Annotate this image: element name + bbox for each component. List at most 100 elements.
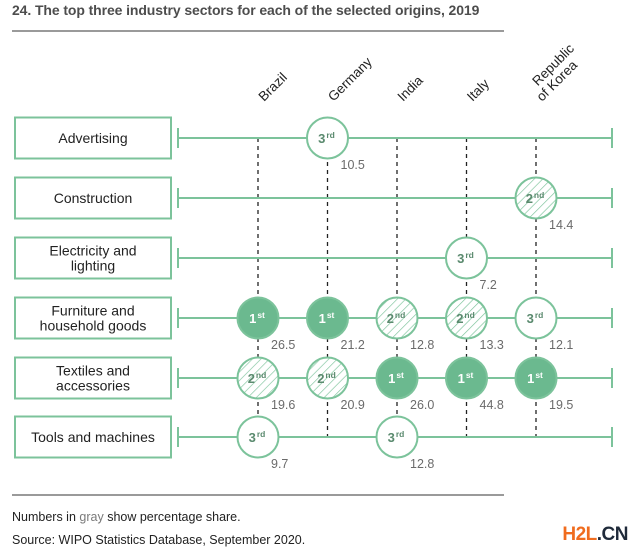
rank-label: 2nd	[248, 370, 267, 386]
rank-marker-advertising-germany: 3rd 10.5	[306, 116, 365, 172]
rank-circle-filled	[236, 296, 280, 340]
rank-label: 1st	[458, 370, 474, 386]
column-label-india: India	[395, 72, 427, 104]
rank-label: 1st	[249, 310, 265, 326]
chart-title: 24. The top three industry sectors for e…	[12, 2, 480, 18]
rank-circle-filled	[306, 296, 349, 340]
rank-circle-filled	[514, 356, 558, 400]
column-label-brazil: Brazil	[256, 70, 290, 104]
rank-marker-textiles-and-accessories-india: 1st 26.0	[375, 356, 434, 412]
rank-circle-outline	[445, 236, 488, 280]
row-label-text: household goods	[40, 318, 147, 334]
footnote: Numbers in gray show percentage share.	[12, 510, 241, 524]
rank-circle-outline	[306, 116, 349, 160]
rank-label: 3rd	[249, 429, 266, 445]
source-note: Source: WIPO Statistics Database, Septem…	[12, 533, 306, 547]
share-value-label: 19.5	[549, 398, 573, 412]
rank-label: 2nd	[317, 370, 336, 386]
footnote-highlight: gray	[79, 510, 104, 524]
row-label-box	[14, 415, 172, 459]
rank-marker-furniture-and-household-goods-germany: 1st 21.2	[306, 296, 365, 352]
rank-markers: 3rd 10.5 2nd 14.4 3rd 7.2 1st 26.5 1st 21.2 2nd 12.…	[236, 116, 573, 471]
row-label-text: Furniture and	[51, 303, 134, 319]
share-value-label: 21.2	[341, 338, 365, 352]
row-construction: Construction	[14, 176, 613, 220]
row-label-text: Textiles and	[56, 363, 130, 379]
watermark-part-b: .CN	[596, 524, 629, 545]
rank-label: 2nd	[387, 310, 406, 326]
top-divider	[12, 30, 504, 32]
rank-label: 1st	[527, 370, 543, 386]
watermark-part-a: H2L	[562, 524, 597, 545]
rank-marker-textiles-and-accessories-brazil: 2nd 19.6	[236, 356, 295, 412]
rank-marker-furniture-and-household-goods-brazil: 1st 26.5	[236, 296, 295, 352]
row-label-text: lighting	[71, 258, 115, 274]
rank-label: 3rd	[457, 250, 474, 266]
rank-marker-textiles-and-accessories-germany: 2nd 20.9	[306, 356, 365, 412]
share-value-label: 12.8	[410, 338, 434, 352]
rank-marker-electricity-and-lighting-italy: 3rd 7.2	[445, 236, 497, 292]
rank-marker-furniture-and-household-goods-italy: 2nd 13.3	[445, 296, 504, 352]
share-value-label: 20.9	[341, 398, 365, 412]
row-label-text: Tools and machines	[31, 429, 155, 445]
share-value-label: 12.1	[549, 338, 573, 352]
row-label-text: Electricity and	[49, 243, 136, 259]
rank-label: 2nd	[526, 190, 545, 206]
rank-circle-filled	[445, 356, 488, 400]
rank-label: 3rd	[388, 429, 405, 445]
rank-marker-tools-and-machines-brazil: 3rd 9.7	[236, 415, 288, 471]
row-label-box	[14, 296, 172, 340]
rank-marker-textiles-and-accessories-italy: 1st 44.8	[445, 356, 504, 412]
share-value-label: 7.2	[480, 278, 497, 292]
row-group: Advertising Construction Electricity andli…	[14, 116, 613, 459]
chart-canvas: Advertising Construction Electricity andli…	[14, 41, 613, 471]
column-label-text: India	[395, 72, 427, 104]
footnote-suffix: show percentage share.	[103, 510, 241, 524]
footnote-prefix: Numbers in	[12, 510, 80, 524]
rank-circle-hatched	[236, 356, 280, 400]
rank-circle-hatched	[514, 176, 558, 220]
rank-label: 2nd	[456, 310, 475, 326]
row-label-box	[14, 176, 172, 220]
share-value-label: 26.5	[271, 338, 295, 352]
rank-label: 1st	[388, 370, 404, 386]
share-value-label: 14.4	[549, 218, 573, 232]
row-label-text: Construction	[54, 190, 133, 206]
row-label-box	[14, 236, 172, 280]
rank-marker-furniture-and-household-goods-republic-of-korea: 3rd 12.1	[514, 296, 573, 352]
column-label-germany: Germany	[325, 54, 375, 104]
rank-circle-hatched	[306, 356, 349, 400]
row-label-box	[14, 356, 172, 400]
rank-circle-hatched	[375, 296, 419, 340]
rank-label: 3rd	[318, 130, 335, 146]
share-value-label: 9.7	[271, 457, 288, 471]
watermark-logo: H2L.CN	[562, 524, 628, 546]
row-label-box	[14, 116, 172, 160]
rank-marker-furniture-and-household-goods-india: 2nd 12.8	[375, 296, 434, 352]
share-value-label: 12.8	[410, 457, 434, 471]
rank-circle-filled	[375, 356, 419, 400]
rank-circle-outline	[375, 415, 419, 459]
share-value-label: 19.6	[271, 398, 295, 412]
row-tools-and-machines: Tools and machines	[14, 415, 613, 459]
rank-marker-tools-and-machines-india: 3rd 12.8	[375, 415, 434, 471]
column-label-text: Brazil	[256, 70, 290, 104]
rank-circle-outline	[236, 415, 280, 459]
column-label-text: Italy	[464, 76, 492, 104]
rank-marker-construction-republic-of-korea: 2nd 14.4	[514, 176, 573, 232]
share-value-label: 13.3	[480, 338, 504, 352]
column-label-italy: Italy	[464, 76, 492, 104]
share-value-label: 44.8	[480, 398, 504, 412]
rank-label: 3rd	[527, 310, 544, 326]
bottom-divider	[12, 494, 504, 496]
rank-circle-outline	[514, 296, 558, 340]
rank-marker-textiles-and-accessories-republic-of-korea: 1st 19.5	[514, 356, 573, 412]
rank-label: 1st	[319, 310, 335, 326]
share-value-label: 26.0	[410, 398, 434, 412]
rank-circle-hatched	[445, 296, 488, 340]
row-label-text: accessories	[56, 378, 130, 394]
share-value-label: 10.5	[341, 158, 365, 172]
